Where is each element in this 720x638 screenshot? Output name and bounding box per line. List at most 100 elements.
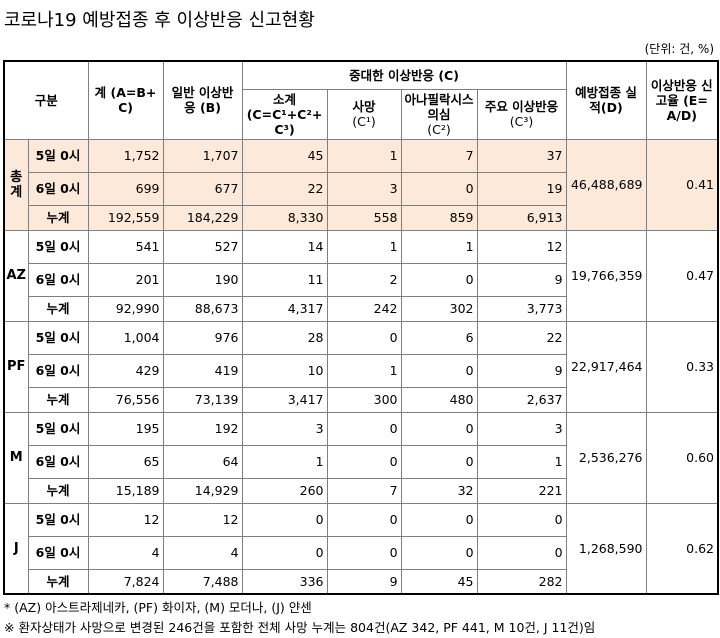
value-cell: 419	[162, 353, 243, 388]
header-cell: 중대한 이상반응 (C)	[241, 60, 567, 90]
value-cell: 0	[476, 502, 567, 537]
row-label: 누계	[27, 568, 89, 595]
header-cell: 예방접종 실적(D)	[565, 60, 647, 140]
value-cell: 0	[241, 535, 328, 570]
value-cell: 2,637	[476, 386, 567, 413]
vaccination-cell: 2,536,276	[565, 411, 647, 504]
value-cell: 1	[400, 229, 478, 264]
data-row: 6일 0시 65 64 1 0 0 1	[4, 444, 718, 479]
value-cell: 976	[162, 320, 243, 355]
data-row: 누계 192,559 184,229 8,330 558 859 6,913	[4, 204, 718, 231]
header-cell: 이상반응 신고율 (E=A/D)	[645, 60, 719, 140]
rate-cell: 0.60	[645, 411, 719, 504]
value-cell: 527	[162, 229, 243, 264]
row-label: 6일 0시	[27, 171, 89, 206]
value-cell: 7,488	[162, 568, 243, 595]
value-cell: 22	[476, 320, 567, 355]
header-text: (C²)	[427, 121, 451, 137]
group-cell: AZ	[3, 229, 29, 322]
rate-cell: 0.62	[645, 502, 719, 595]
value-cell: 4	[87, 535, 164, 570]
data-row: AZ 5일 0시 541 527 14 1 1 12 19,766,359 0.47	[3, 229, 719, 322]
value-cell: 3	[241, 411, 328, 446]
value-cell: 65	[87, 444, 164, 479]
value-cell: 12	[162, 502, 243, 537]
data-row: 누계 76,556 73,139 3,417 300 480 2,637	[4, 386, 718, 413]
value-cell: 19	[476, 171, 567, 206]
vaccination-cell: 19,766,359	[565, 229, 647, 322]
data-row: PF 5일 0시 1,004 976 28 0 6 22 22,917,464 0.33	[3, 320, 719, 413]
value-cell: 859	[400, 204, 478, 231]
unit-note: (단위: 건, %)	[644, 42, 714, 56]
value-cell: 1	[241, 444, 328, 479]
value-cell: 0	[400, 444, 478, 479]
data-row: 6일 0시 201 190 11 2 0 9	[4, 262, 718, 297]
header-text: 소계	[273, 91, 297, 107]
value-cell: 192	[162, 411, 243, 446]
value-cell: 480	[400, 386, 478, 413]
group-cell: J	[3, 502, 29, 595]
row-label: 누계	[27, 295, 89, 322]
header-text: (C=C¹+C²+C³)	[246, 106, 323, 137]
value-cell: 282	[476, 568, 567, 595]
value-cell: 195	[87, 411, 164, 446]
header-cell: 계 (A=B+C)	[87, 60, 164, 140]
value-cell: 9	[326, 568, 402, 595]
value-cell: 0	[326, 502, 402, 537]
row-label: 6일 0시	[27, 444, 89, 479]
rate-cell: 0.41	[645, 138, 719, 231]
value-cell: 6,913	[476, 204, 567, 231]
value-cell: 32	[400, 477, 478, 504]
header-text: (C³)	[509, 114, 534, 129]
value-cell: 0	[476, 535, 567, 570]
value-cell: 541	[87, 229, 164, 264]
value-cell: 1	[326, 138, 402, 173]
value-cell: 88,673	[162, 295, 243, 322]
value-cell: 221	[476, 477, 567, 504]
value-cell: 1	[326, 353, 402, 388]
header-text: (C¹)	[352, 114, 376, 129]
value-cell: 192,559	[87, 204, 164, 231]
value-cell: 12	[87, 502, 164, 537]
value-cell: 45	[241, 138, 328, 173]
value-cell: 184,229	[162, 204, 243, 231]
row-label: 6일 0시	[27, 353, 89, 388]
value-cell: 1	[476, 444, 567, 479]
note: ※ 환자상태가 사망으로 변경된 246건을 포함한 전체 사망 누계는 804…	[4, 620, 596, 635]
value-cell: 0	[326, 535, 402, 570]
header-cell: 주요 이상반응 (C³)	[476, 88, 567, 140]
data-row: 누계 7,824 7,488 336 9 45 282	[4, 568, 718, 595]
value-cell: 7,824	[87, 568, 164, 595]
group-cell: PF	[3, 320, 29, 413]
value-cell: 3,417	[241, 386, 328, 413]
value-cell: 0	[241, 502, 328, 537]
rate-cell: 0.47	[645, 229, 719, 322]
value-cell: 300	[326, 386, 402, 413]
value-cell: 3	[326, 171, 402, 206]
header-text: 주요 이상반응	[484, 99, 559, 114]
row-label: 6일 0시	[27, 262, 89, 297]
header-cell: 사망 (C¹)	[326, 88, 402, 140]
vaccination-cell: 46,488,689	[565, 138, 647, 231]
value-cell: 699	[87, 171, 164, 206]
value-cell: 0	[400, 535, 478, 570]
value-cell: 10	[241, 353, 328, 388]
value-cell: 1,707	[162, 138, 243, 173]
value-cell: 76,556	[87, 386, 164, 413]
header-cell: 소계 (C=C¹+C²+C³)	[241, 88, 328, 140]
header-text: 아나필락시스 의심	[404, 91, 474, 122]
header-row: 소계 (C=C¹+C²+C³) 사망 (C¹) 아나필락시스 의심 (C²) 주요 이…	[4, 88, 718, 140]
value-cell: 0	[400, 353, 478, 388]
value-cell: 64	[162, 444, 243, 479]
title: 코로나19 예방접종 후 이상반응 신고현황	[4, 10, 315, 31]
value-cell: 260	[241, 477, 328, 504]
data-row: M 5일 0시 195 192 3 0 0 3 2,536,276 0.60	[3, 411, 719, 504]
row-label: 누계	[27, 477, 89, 504]
value-cell: 242	[326, 295, 402, 322]
data-row: 6일 0시 429 419 10 1 0 9	[4, 353, 718, 388]
value-cell: 6	[400, 320, 478, 355]
value-cell: 9	[476, 353, 567, 388]
value-cell: 1,752	[87, 138, 164, 173]
value-cell: 22	[241, 171, 328, 206]
value-cell: 3,773	[476, 295, 567, 322]
